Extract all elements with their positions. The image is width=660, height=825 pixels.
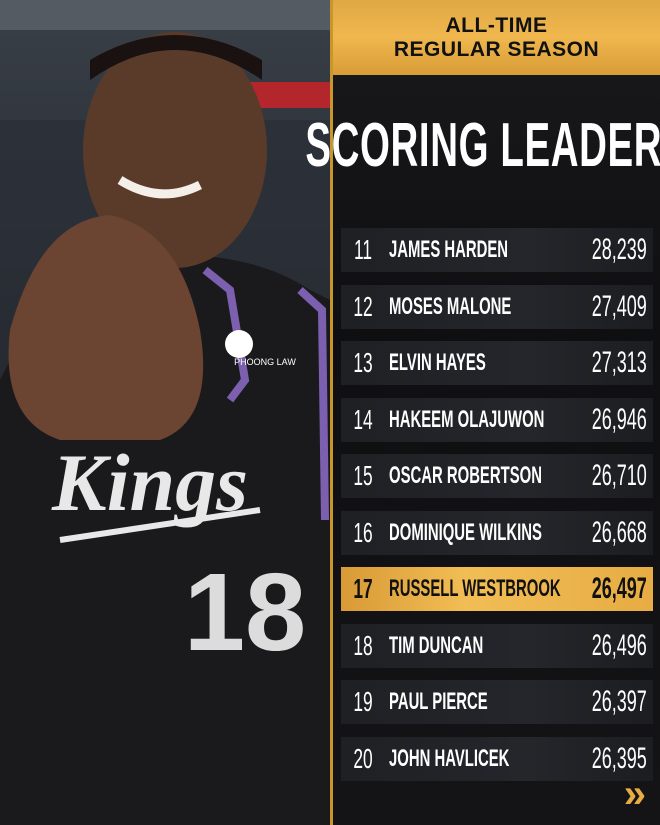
page-title: SCORING LEADERS	[304, 110, 660, 180]
rank: 20	[353, 742, 373, 774]
player-name: PAUL PIERCE	[389, 688, 488, 715]
rank: 19	[353, 686, 373, 717]
points: 27,409	[591, 289, 647, 323]
player-name: OSCAR ROBERTSON	[389, 462, 542, 489]
points: 26,395	[591, 741, 647, 775]
rank: 16	[353, 516, 373, 548]
leader-row: 15 OSCAR ROBERTSON 26,710	[341, 454, 653, 498]
leader-row: 11 JAMES HARDEN 28,239	[341, 228, 653, 272]
player-name: ELVIN HAYES	[389, 349, 486, 376]
header-line1: ALL-TIME	[445, 13, 548, 37]
rank: 14	[353, 403, 373, 435]
leaderboard-panel: ALL-TIME REGULAR SEASON SCORING LEADERS …	[304, 0, 660, 825]
sponsor-logo	[225, 330, 253, 358]
svg-text:Kings: Kings	[51, 437, 248, 528]
header-line2: REGULAR SEASON	[393, 37, 600, 61]
points: 26,946	[591, 402, 647, 436]
rank: 11	[353, 234, 373, 265]
player-name: DOMINIQUE WILKINS	[389, 518, 542, 546]
points: 26,397	[591, 685, 647, 718]
leader-row: 20 JOHN HAVLICEK 26,395	[341, 736, 653, 781]
player-name: RUSSELL WESTBROOK	[389, 575, 561, 602]
header-banner: ALL-TIME REGULAR SEASON	[333, 0, 660, 75]
leader-row: 14 HAKEEM OLAJUWON 26,946	[341, 397, 653, 442]
player-name: HAKEEM OLAJUWON	[389, 405, 545, 433]
points: 27,313	[591, 346, 647, 379]
rank: 13	[353, 347, 373, 378]
points: 26,497	[591, 572, 647, 605]
rank: 18	[353, 629, 373, 661]
svg-text:18: 18	[184, 551, 306, 674]
leader-row: 16 DOMINIQUE WILKINS 26,668	[341, 510, 653, 555]
points: 26,710	[591, 459, 647, 492]
player-name: TIM DUNCAN	[389, 631, 484, 659]
svg-text:PHOONG LAW: PHOONG LAW	[234, 357, 296, 367]
player-name: JAMES HARDEN	[389, 236, 509, 263]
leader-row: 12 MOSES MALONE 27,409	[341, 284, 653, 329]
points: 26,496	[591, 628, 647, 662]
rank: 12	[353, 290, 373, 322]
points: 28,239	[591, 233, 647, 266]
double-chevron-right-icon[interactable]: »	[623, 772, 646, 816]
points: 26,668	[591, 515, 647, 549]
player-name: MOSES MALONE	[389, 292, 512, 320]
leader-row-highlighted: 17 RUSSELL WESTBROOK 26,497	[341, 567, 653, 611]
rank: 15	[353, 460, 373, 491]
player-photo: PHOONG LAW Kings 18	[0, 0, 330, 825]
leader-row: 13 ELVIN HAYES 27,313	[341, 341, 653, 385]
rank: 17	[353, 573, 373, 604]
player-illustration: PHOONG LAW Kings 18	[0, 0, 330, 825]
leader-row: 19 PAUL PIERCE 26,397	[341, 680, 653, 724]
player-name: JOHN HAVLICEK	[389, 744, 510, 772]
leader-row: 18 TIM DUNCAN 26,496	[341, 623, 653, 668]
